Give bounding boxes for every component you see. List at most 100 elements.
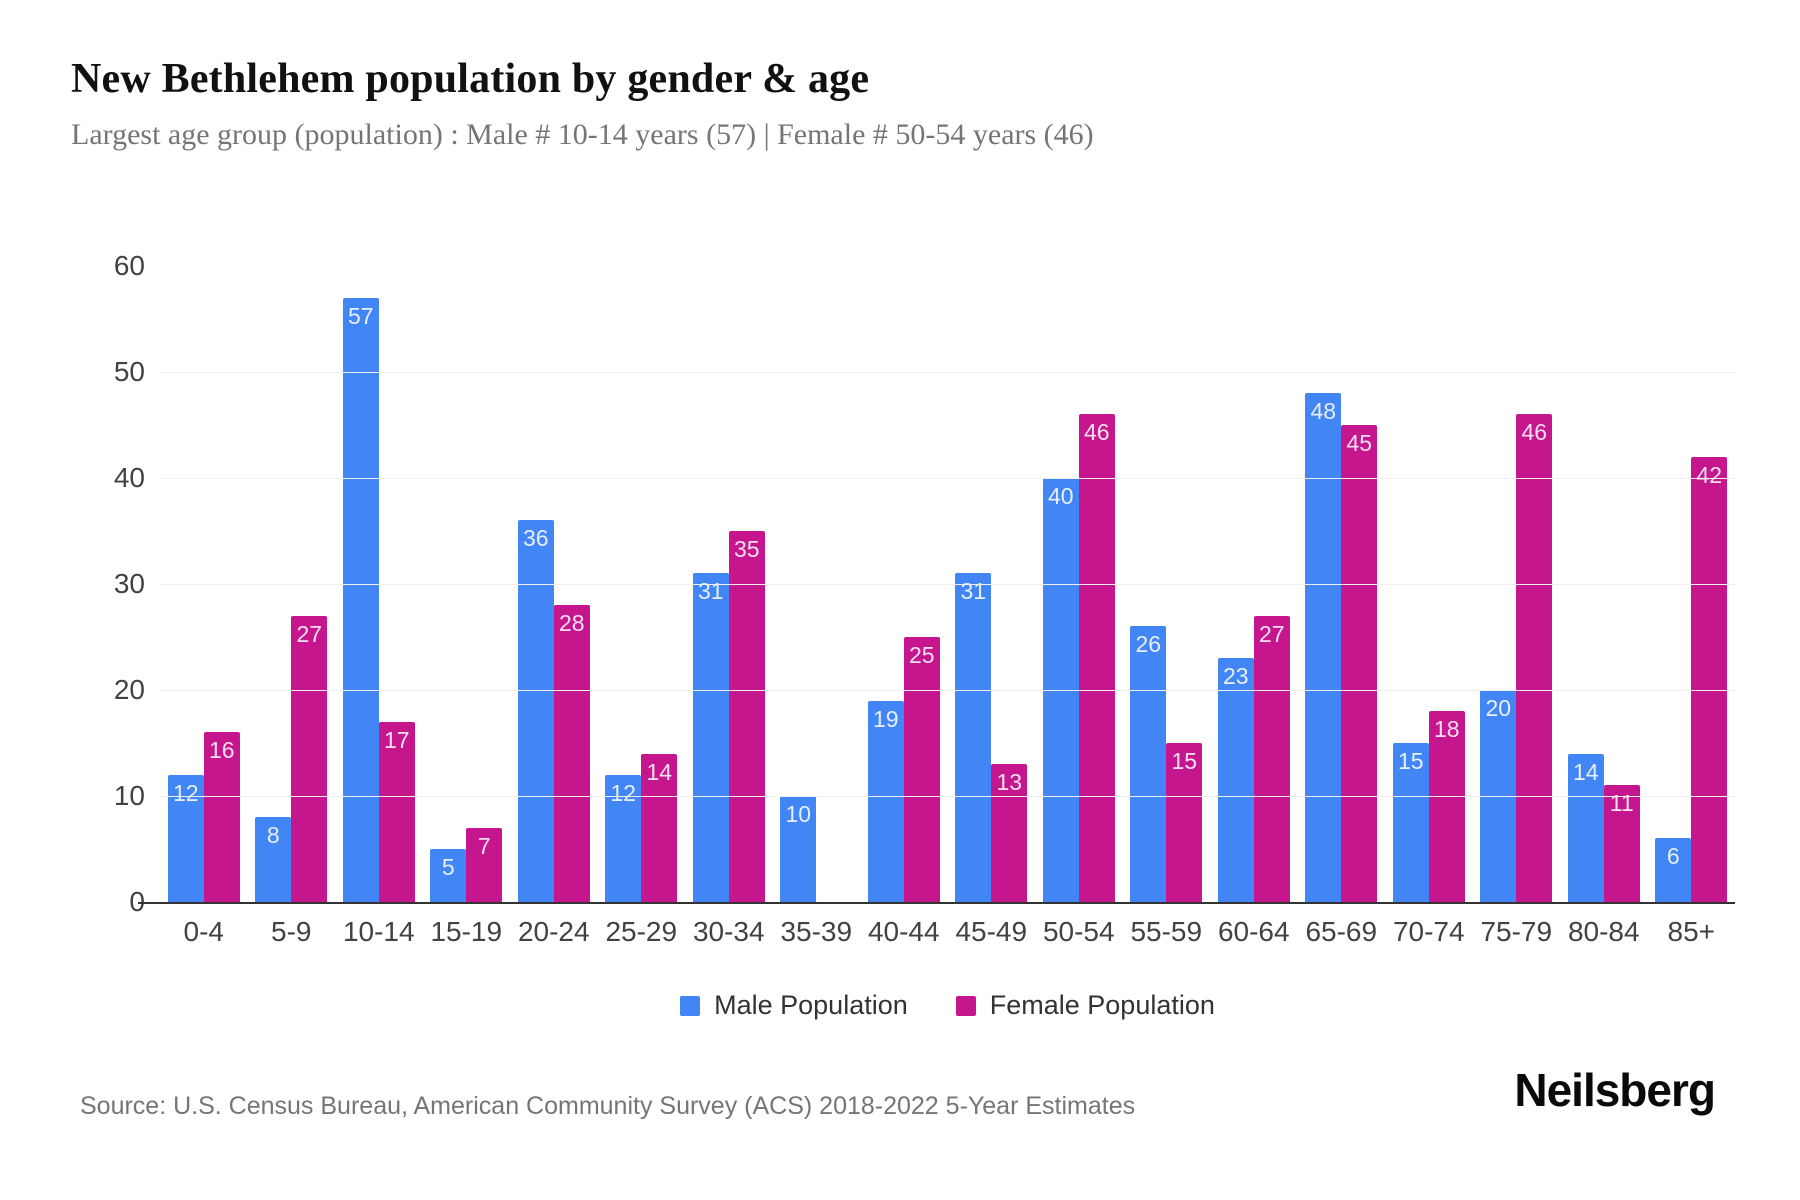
- bar-group: 10 35-39: [773, 266, 861, 947]
- x-tick-label: 20-24: [517, 916, 590, 947]
- bar-value-label: 8: [266, 822, 280, 849]
- bar-female[interactable]: 27: [1253, 615, 1290, 902]
- bar-male[interactable]: 23: [1217, 658, 1254, 902]
- bar-male[interactable]: 6: [1655, 838, 1692, 902]
- bar-value-label: 7: [477, 832, 491, 859]
- bar-value-label: 28: [558, 610, 585, 637]
- bar-value-label: 46: [1083, 419, 1110, 446]
- bar-group: 5 7 15-19: [423, 266, 511, 947]
- legend-item-male[interactable]: Male Population: [680, 990, 908, 1021]
- bar-male[interactable]: 31: [955, 573, 992, 902]
- bar-female[interactable]: 25: [903, 637, 940, 902]
- legend-label: Female Population: [989, 990, 1215, 1020]
- bar-male[interactable]: 19: [867, 700, 904, 902]
- legend: Male Population Female Population: [160, 990, 1735, 1021]
- bar-female[interactable]: 46: [1516, 414, 1553, 902]
- gridline: [160, 372, 1735, 373]
- x-tick-label: 60-64: [1217, 916, 1290, 947]
- chart-subtitle: Largest age group (population) : Male # …: [71, 118, 1094, 151]
- bar-group: 23 27 60-64: [1210, 266, 1298, 947]
- x-tick-label: 40-44: [867, 916, 940, 947]
- bar-female[interactable]: 35: [728, 531, 765, 902]
- bar-female[interactable]: 28: [553, 605, 590, 902]
- bar-group: 8 27 5-9: [248, 266, 336, 947]
- bar-value-label: 20: [1485, 695, 1512, 721]
- bar-female[interactable]: 18: [1428, 711, 1465, 902]
- plot-area: 12 16 0-4 8 27 5-9 57 17 10-14 5 7 15-19 36 28 20-24 12…: [138, 266, 1736, 947]
- bar-male[interactable]: 10: [780, 796, 817, 902]
- bar-value-label: 19: [872, 705, 899, 732]
- bar-value-label: 14: [1572, 758, 1599, 785]
- bar-value-label: 12: [610, 779, 637, 806]
- bar-group: 31 35 30-34: [685, 266, 773, 947]
- bar-male[interactable]: 36: [517, 520, 554, 902]
- bar-value-label: 31: [960, 578, 987, 605]
- x-axis-line: [138, 902, 1735, 904]
- x-tick-label: 10-14: [342, 916, 415, 947]
- chart-area: 0102030405060 12160-48275-9571710-145715…: [114, 251, 1736, 947]
- bar-value-label: 26: [1135, 631, 1162, 658]
- y-tick-label: 40: [113, 462, 145, 493]
- bar-female[interactable]: 42: [1691, 456, 1728, 902]
- gridline: [160, 478, 1735, 479]
- bar-female[interactable]: 27: [291, 615, 328, 902]
- bar-female[interactable]: 45: [1341, 425, 1378, 902]
- x-tick-label: 65-69: [1305, 916, 1378, 947]
- bar-female[interactable]: 7: [466, 827, 503, 902]
- bar-female[interactable]: 15: [1166, 743, 1203, 902]
- bar-value-label: 27: [1258, 620, 1285, 647]
- y-tick-label: 60: [113, 250, 145, 281]
- bar-group: 26 15 55-59: [1123, 266, 1211, 947]
- y-tick-label: 10: [113, 780, 145, 811]
- x-tick-label: 35-39: [780, 916, 853, 947]
- x-tick-label: 80-84: [1567, 916, 1640, 947]
- bars-row: 12 16 0-4 8 27 5-9 57 17 10-14 5 7 15-19 36 28 20-24 12…: [160, 266, 1736, 947]
- bar-male[interactable]: 12: [605, 774, 642, 902]
- bar-male[interactable]: 57: [342, 297, 379, 902]
- bar-value-label: 15: [1171, 748, 1198, 774]
- bar-female[interactable]: 13: [991, 764, 1028, 902]
- bar-value-label: 27: [296, 620, 323, 647]
- bar-male[interactable]: 15: [1392, 743, 1429, 902]
- bar-male[interactable]: 12: [167, 774, 204, 902]
- brand-logo: Neilsberg: [1514, 1064, 1716, 1116]
- bar-value-label: 23: [1222, 663, 1249, 690]
- bar-male[interactable]: 5: [430, 849, 467, 902]
- x-tick-label: 0-4: [183, 916, 224, 947]
- x-tick-label: 15-19: [430, 916, 503, 947]
- y-tick-label: 30: [113, 568, 145, 599]
- bar-male[interactable]: 48: [1305, 393, 1342, 902]
- bar-female[interactable]: 46: [1078, 414, 1115, 902]
- bar-male[interactable]: 31: [692, 573, 729, 902]
- bar-value-label: 40: [1047, 483, 1074, 509]
- bar-male[interactable]: 26: [1130, 626, 1167, 902]
- chart-title: New Bethlehem population by gender & age: [71, 56, 870, 102]
- bar-value-label: 15: [1397, 748, 1424, 774]
- bar-female[interactable]: 16: [203, 732, 240, 902]
- bar-male[interactable]: 14: [1567, 753, 1604, 902]
- x-tick-label: 25-29: [605, 916, 678, 947]
- legend-item-female[interactable]: Female Population: [955, 990, 1215, 1021]
- bar-value-label: 35: [733, 536, 760, 562]
- bar-value-label: 25: [908, 642, 935, 668]
- bar-value-label: 45: [1346, 430, 1373, 456]
- source-text: Source: U.S. Census Bureau, American Com…: [80, 1092, 1136, 1120]
- bar-group: 6 42 85+: [1648, 266, 1736, 947]
- gridline: [160, 584, 1735, 585]
- bar-value-label: 13: [996, 769, 1023, 796]
- bar-female[interactable]: 11: [1603, 785, 1640, 902]
- bar-value-label: 12: [172, 779, 199, 806]
- x-tick-label: 5-9: [271, 916, 312, 947]
- legend-swatch-female: [955, 995, 976, 1016]
- bar-value-label: 17: [383, 726, 410, 753]
- bar-group: 14 11 80-84: [1560, 266, 1648, 947]
- gridline: [160, 796, 1735, 797]
- bar-female[interactable]: 14: [641, 753, 678, 902]
- bar-female[interactable]: 17: [378, 721, 415, 902]
- bar-group: 19 25 40-44: [860, 266, 948, 947]
- gridline: [160, 690, 1735, 691]
- x-tick-label: 30-34: [692, 916, 765, 947]
- bar-male[interactable]: 8: [255, 817, 292, 902]
- bar-group: 15 18 70-74: [1385, 266, 1473, 947]
